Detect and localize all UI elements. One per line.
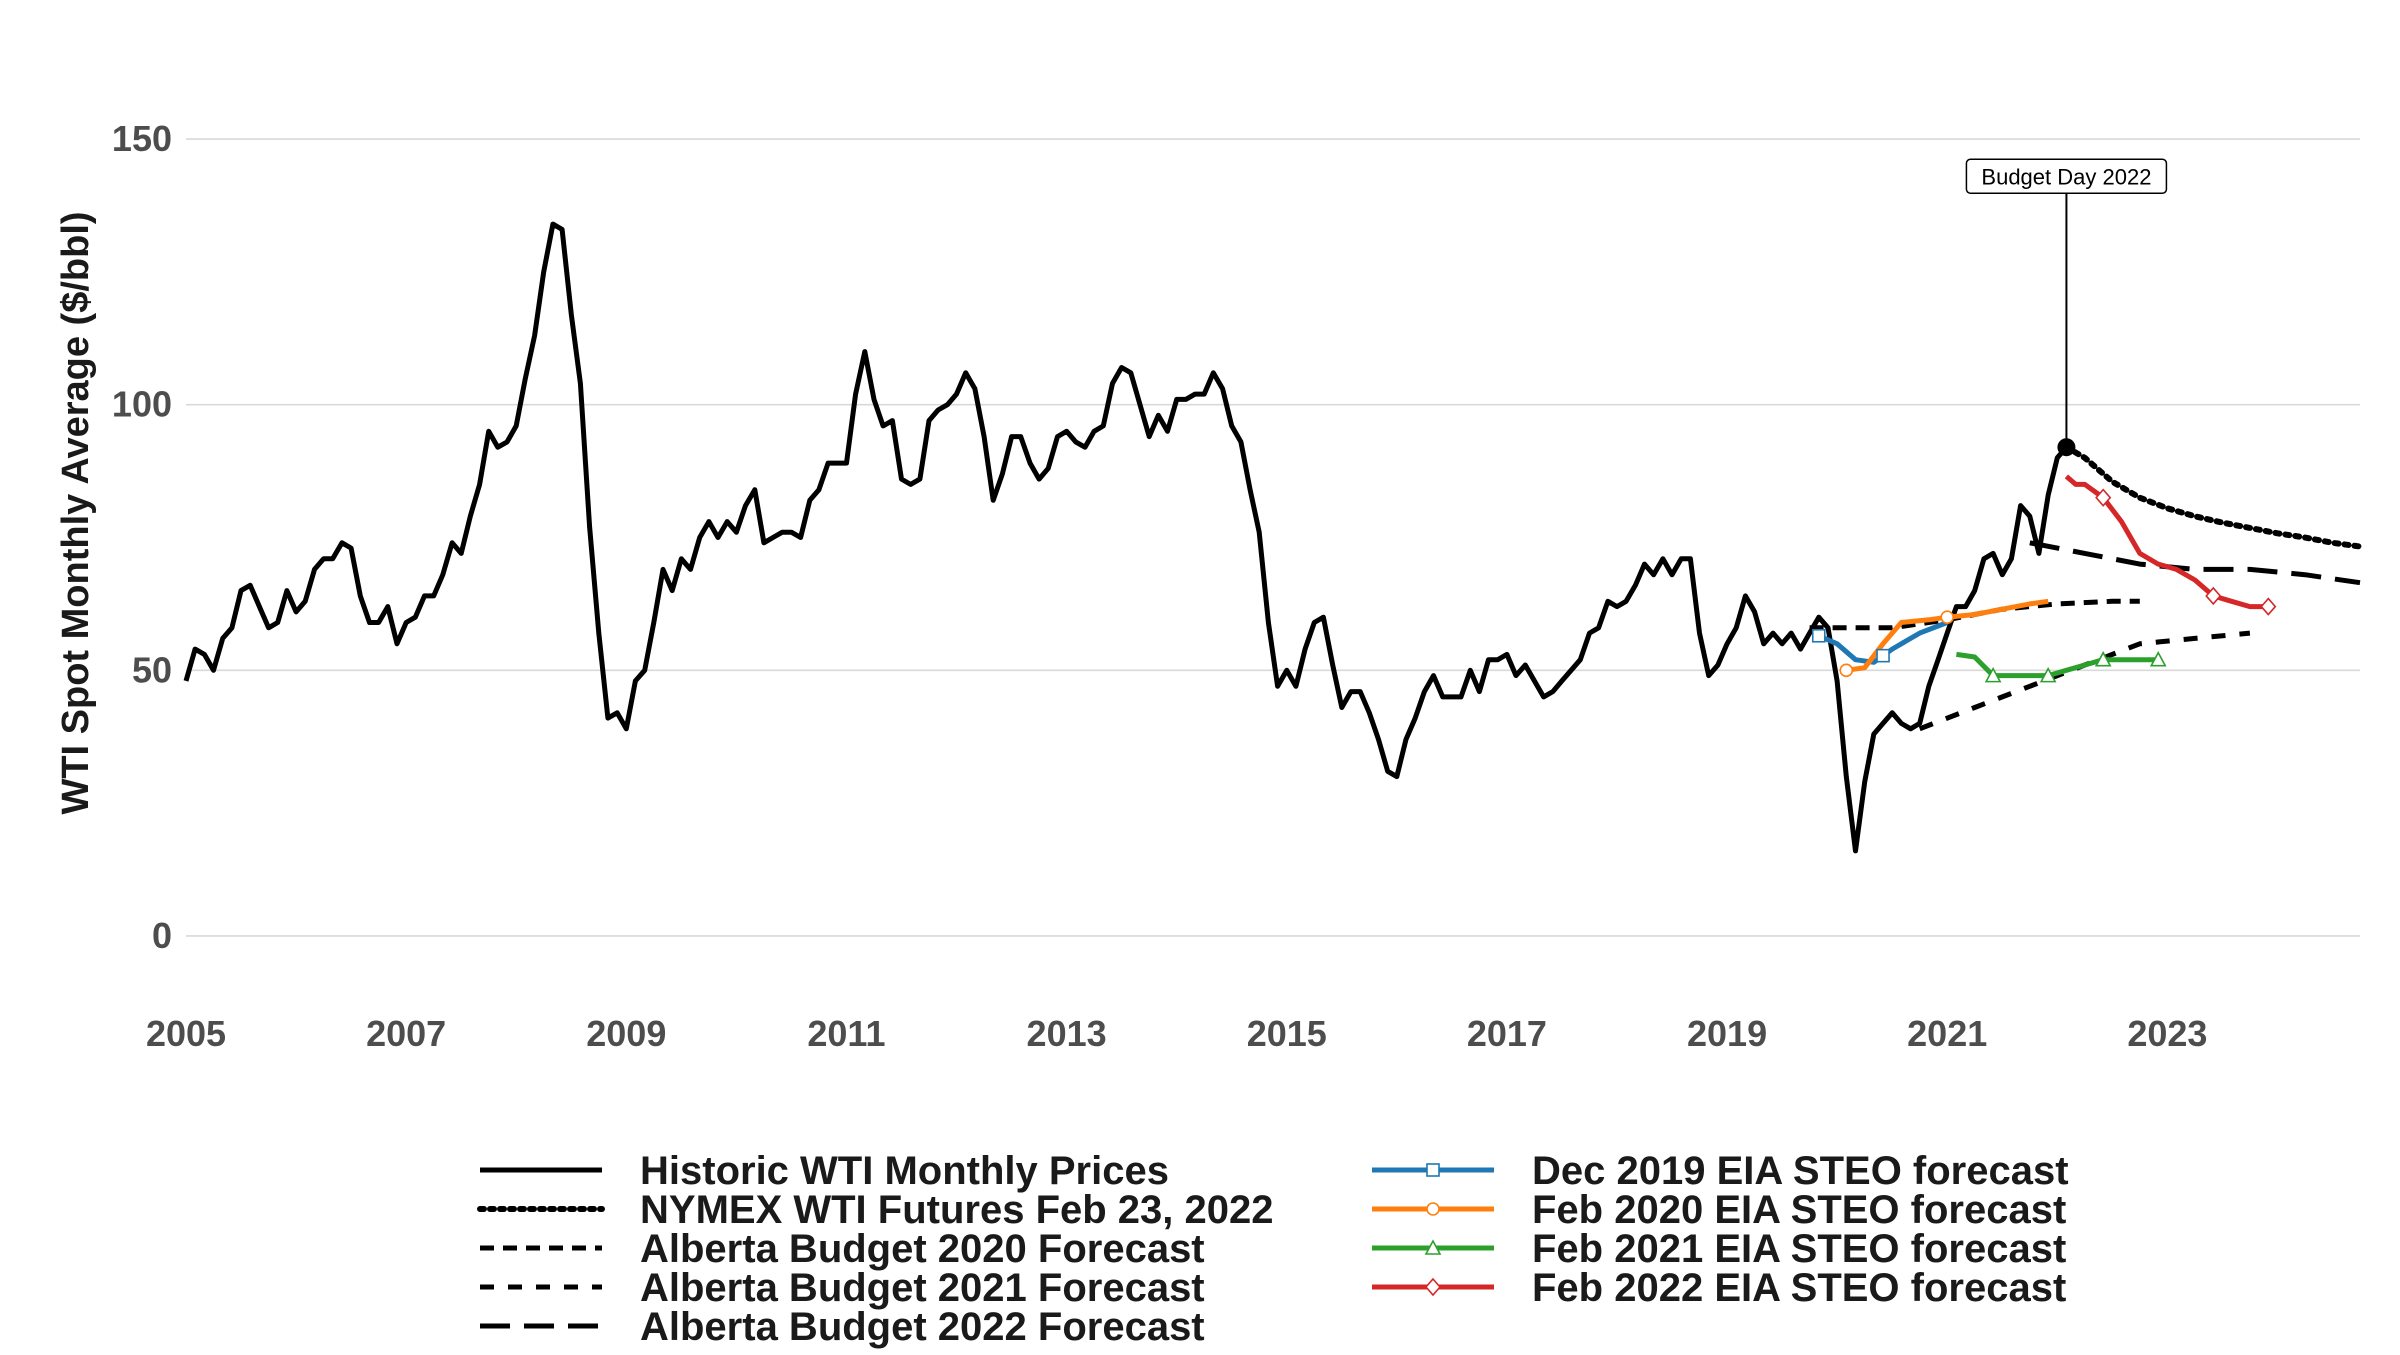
legend-key-marker xyxy=(1426,1202,1440,1216)
legend-item-feb-2022-eia-steo-forecast: Feb 2022 EIA STEO forecast xyxy=(1372,1266,2066,1310)
legend-item-nymex-wti-futures-feb-23-2022: NYMEX WTI Futures Feb 23, 2022 xyxy=(477,1188,1274,1232)
y-axis-title: WTI Spot Monthly Average ($/bbl) xyxy=(55,211,97,814)
data-point-marker xyxy=(2149,651,2167,667)
legend-key-marker xyxy=(1424,1239,1442,1255)
annotation-point xyxy=(2057,438,2076,457)
data-point-marker xyxy=(1940,610,1955,624)
axis-ticks: 0 50 100 150 2005 2007 2009 2011 2013 2015 2017 201… xyxy=(112,118,2207,1054)
legend-label: Feb 2020 EIA STEO forecast xyxy=(1532,1188,2066,1232)
x-tick-label: 2017 xyxy=(1467,1013,1547,1054)
y-tick-label: 100 xyxy=(112,384,172,425)
legend-label: Alberta Budget 2020 Forecast xyxy=(640,1227,1205,1271)
annotation-label: Budget Day 2022 xyxy=(1981,164,2151,189)
series-line-feb-2021-eia-steo-forecast xyxy=(1956,651,2159,679)
data-point-marker xyxy=(1811,628,1826,643)
y-tick-label: 0 xyxy=(152,915,172,956)
annotation-label-box xyxy=(1965,158,2168,194)
legend-item-feb-2021-eia-steo-forecast: Feb 2021 EIA STEO forecast xyxy=(1372,1227,2066,1271)
data-point-marker xyxy=(2095,488,2112,507)
data-point-marker xyxy=(2039,666,2057,683)
legend-key-marker xyxy=(1426,1163,1440,1177)
x-tick-label: 2021 xyxy=(1907,1013,1987,1054)
series-markers xyxy=(1811,488,2277,683)
legend-item-alberta-budget-2020-forecast: Alberta Budget 2020 Forecast xyxy=(480,1227,1205,1271)
legend-label: Alberta Budget 2022 Forecast xyxy=(640,1305,1205,1349)
budget-day-annotation: Budget Day 2022 xyxy=(1965,158,2168,457)
series-line-alberta-budget-2021-forecast xyxy=(1918,630,2251,732)
x-tick-label: 2019 xyxy=(1687,1013,1767,1054)
legend-item-alberta-budget-2022-forecast: Alberta Budget 2022 Forecast xyxy=(480,1305,1205,1349)
series-line-feb-2022-eia-steo-forecast xyxy=(2064,474,2269,610)
legend-label: Alberta Budget 2021 Forecast xyxy=(640,1266,1205,1310)
legend-label: Historic WTI Monthly Prices xyxy=(640,1149,1169,1193)
data-point-marker xyxy=(2094,651,2112,667)
data-point-marker xyxy=(1876,648,1890,663)
series-line-feb-2020-eia-steo-forecast xyxy=(1845,598,2049,673)
legend-key-marker xyxy=(1424,1277,1442,1297)
data-point-marker xyxy=(2260,597,2277,616)
data-point-marker xyxy=(1839,663,1854,678)
x-tick-label: 2009 xyxy=(586,1013,666,1054)
x-tick-label: 2005 xyxy=(146,1013,226,1054)
data-point-marker xyxy=(1984,666,2002,683)
x-tick-label: 2007 xyxy=(366,1013,446,1054)
gridlines xyxy=(186,138,2360,937)
x-tick-label: 2015 xyxy=(1247,1013,1327,1054)
legend-item-historic-wti-monthly-prices: Historic WTI Monthly Prices xyxy=(480,1149,1169,1193)
legend-label: NYMEX WTI Futures Feb 23, 2022 xyxy=(640,1188,1274,1232)
y-tick-label: 50 xyxy=(132,649,172,690)
legend-item-dec-2019-eia-steo-forecast: Dec 2019 EIA STEO forecast xyxy=(1372,1149,2069,1193)
legend-item-alberta-budget-2021-forecast: Alberta Budget 2021 Forecast xyxy=(480,1266,1205,1310)
y-tick-label: 150 xyxy=(112,118,172,159)
legend-label: Dec 2019 EIA STEO forecast xyxy=(1532,1149,2069,1193)
legend-label: Feb 2022 EIA STEO forecast xyxy=(1532,1266,2066,1310)
x-tick-label: 2011 xyxy=(807,1013,885,1054)
x-tick-label: 2013 xyxy=(1027,1013,1107,1054)
series-line-historic-wti-monthly-prices xyxy=(183,221,2069,854)
x-tick-label: 2023 xyxy=(2127,1013,2207,1054)
legend-item-feb-2020-eia-steo-forecast: Feb 2020 EIA STEO forecast xyxy=(1372,1188,2066,1232)
data-point-marker xyxy=(2205,586,2222,606)
series-lines xyxy=(183,221,2363,854)
legend-label: Feb 2021 EIA STEO forecast xyxy=(1532,1227,2066,1271)
series-line-dec-2019-eia-steo-forecast xyxy=(1817,620,1949,665)
series-line-nymex-wti-futures-feb-23-2022 xyxy=(2063,444,2363,550)
series-line-alberta-budget-2022-forecast xyxy=(2029,540,2361,586)
